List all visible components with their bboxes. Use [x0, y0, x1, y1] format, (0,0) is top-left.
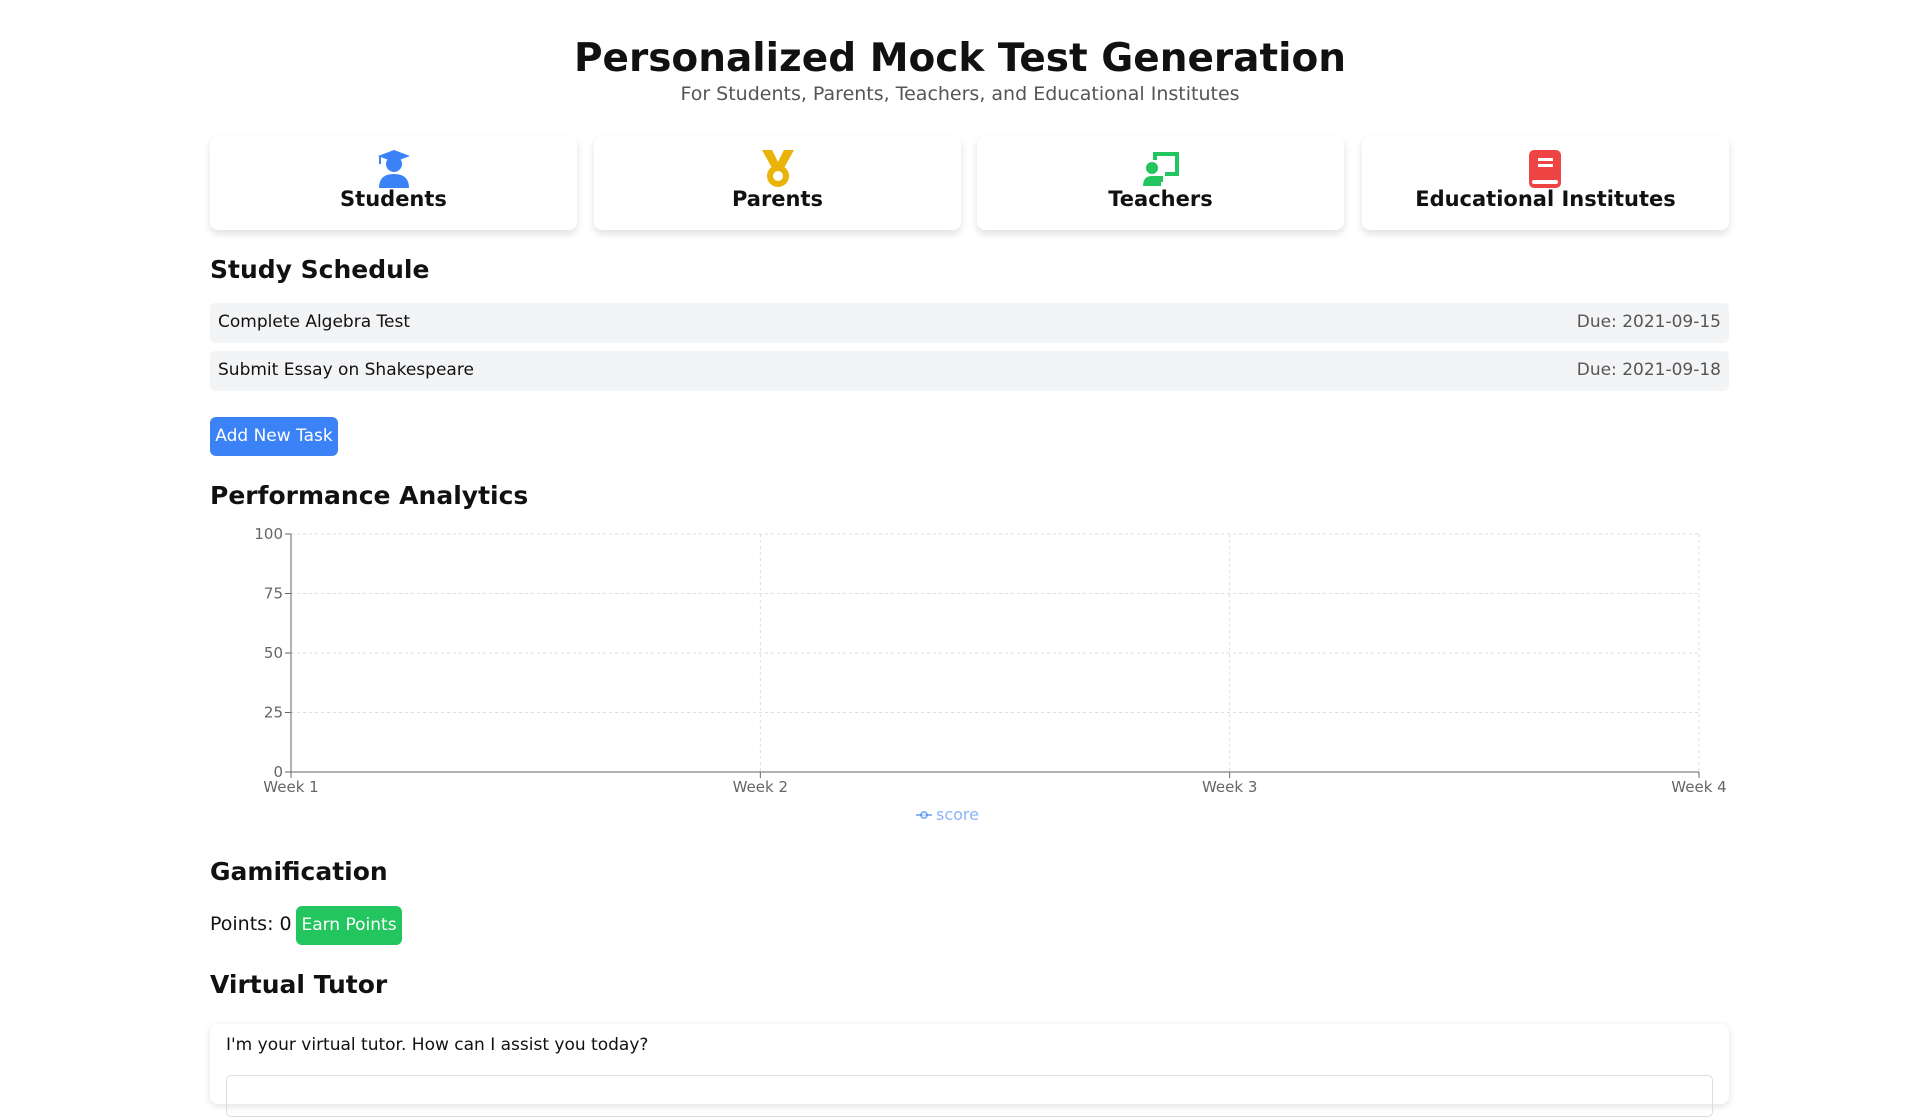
task-name: Submit Essay on Shakespeare	[218, 360, 474, 380]
legend-icon	[920, 811, 928, 819]
y-tick-label: 50	[264, 644, 283, 662]
icon	[378, 150, 410, 188]
section-heading: Study Schedule	[210, 255, 430, 284]
subtitle: For Students, Parents, Teachers, and Edu…	[680, 83, 1240, 105]
task-row: Complete Algebra Test Due: 2021-09-15	[210, 303, 1729, 343]
legend-label: score	[936, 805, 979, 824]
task-name: Complete Algebra Test	[218, 312, 411, 332]
y-tick-label: 25	[264, 704, 283, 722]
x-tick-label: Week 1	[263, 778, 318, 796]
role-label: Teachers	[1108, 187, 1213, 211]
x-tick-label: Week 4	[1671, 778, 1726, 796]
task-due: Due: 2021-09-15	[1576, 312, 1721, 332]
y-tick-label: 0	[273, 763, 283, 781]
y-tick-label: 75	[264, 585, 283, 603]
role-card[interactable]: Teachers	[977, 136, 1344, 230]
role-label: Educational Institutes	[1415, 187, 1676, 211]
add-task-button[interactable]: Add New Task	[210, 417, 338, 456]
role-card[interactable]: Educational Institutes	[1362, 136, 1729, 230]
icon	[1143, 152, 1179, 186]
x-tick-label: Week 3	[1202, 778, 1257, 796]
x-tick-label: Week 2	[733, 778, 788, 796]
title: Personalized Mock Test Generation	[573, 36, 1347, 81]
task-row: Submit Essay on Shakespeare Due: 2021-09…	[210, 351, 1729, 391]
tutor-card: I'm your virtual tutor. How can I assist…	[210, 1024, 1729, 1117]
earn-points-button[interactable]: Earn Points	[296, 906, 402, 945]
tutor-message: I'm your virtual tutor. How can I assist…	[226, 1035, 649, 1055]
points: Points: 0	[210, 913, 292, 935]
role-card[interactable]: Parents	[594, 136, 961, 230]
role-label: Students	[340, 187, 447, 211]
question-input[interactable]	[226, 1075, 1713, 1117]
icon	[1529, 150, 1561, 188]
section-heading: Performance Analytics	[210, 481, 529, 510]
icon	[762, 150, 794, 187]
role-card[interactable]: Students	[210, 136, 577, 230]
y-tick-label: 100	[254, 525, 283, 543]
chart: 0 25 50 75 100 Week 1 Week 2 Week 3 Week 4 score	[254, 525, 1726, 824]
role-label: Parents	[731, 187, 824, 211]
section-heading: Gamification	[210, 857, 388, 886]
page: Personalized Mock Test Generation For St…	[210, 36, 1729, 1117]
section-heading: Virtual Tutor	[210, 970, 388, 999]
task-due: Due: 2021-09-18	[1576, 360, 1721, 380]
